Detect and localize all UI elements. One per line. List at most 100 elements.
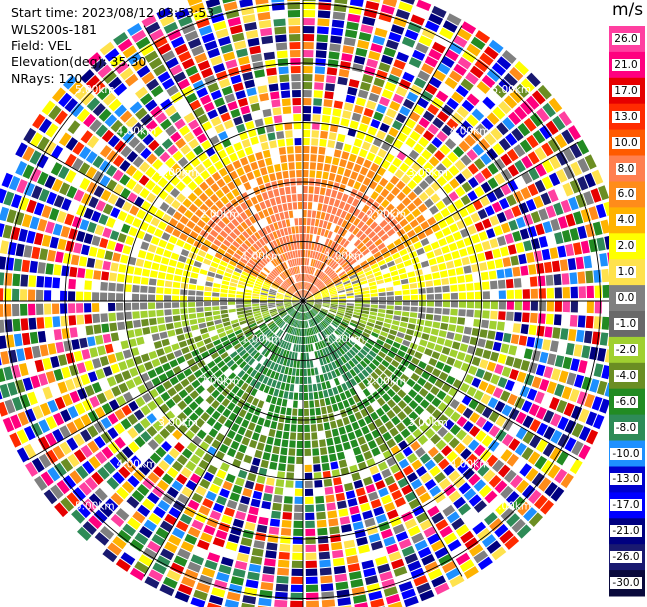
velocity-gate xyxy=(295,154,302,162)
velocity-gate xyxy=(455,85,469,98)
velocity-gate xyxy=(363,107,374,118)
velocity-gate xyxy=(554,301,562,312)
velocity-gate xyxy=(501,404,513,417)
velocity-gate xyxy=(529,419,541,433)
velocity-gate xyxy=(337,326,345,333)
velocity-gate xyxy=(300,304,303,312)
velocity-gate xyxy=(200,244,209,252)
velocity-gate xyxy=(199,192,209,202)
velocity-gate xyxy=(357,211,365,220)
velocity-gate xyxy=(482,310,490,319)
velocity-gate xyxy=(322,348,327,356)
velocity-gate xyxy=(100,281,108,291)
velocity-gate xyxy=(296,328,299,336)
velocity-gate xyxy=(142,327,151,335)
velocity-gate xyxy=(168,235,178,245)
velocity-gate xyxy=(333,100,344,109)
colorbar-tick-text: -10.0 xyxy=(610,447,642,460)
velocity-gate xyxy=(294,294,300,299)
velocity-gate xyxy=(353,331,361,337)
velocity-gate xyxy=(61,265,70,277)
velocity-gate xyxy=(263,267,270,274)
velocity-gate xyxy=(65,240,75,252)
velocity-gate xyxy=(76,314,85,325)
velocity-gate xyxy=(341,176,349,185)
velocity-gate xyxy=(400,428,411,439)
velocity-gate xyxy=(183,368,193,377)
velocity-gate xyxy=(205,490,217,502)
velocity-gate xyxy=(107,542,122,556)
velocity-gate xyxy=(514,61,529,76)
velocity-gate xyxy=(393,470,405,481)
velocity-gate xyxy=(11,364,21,379)
velocity-gate xyxy=(455,186,466,197)
velocity-gate xyxy=(313,194,319,203)
velocity-gate xyxy=(141,318,149,327)
velocity-gate xyxy=(249,336,257,344)
velocity-gate xyxy=(318,253,324,261)
velocity-gate xyxy=(173,349,183,358)
velocity-gate xyxy=(383,322,391,329)
velocity-gate xyxy=(521,447,534,461)
velocity-gate xyxy=(424,428,436,439)
velocity-gate xyxy=(295,162,302,170)
velocity-gate xyxy=(325,337,331,345)
velocity-gate xyxy=(114,104,127,118)
velocity-gate xyxy=(313,98,323,106)
velocity-gate xyxy=(385,543,399,555)
velocity-gate xyxy=(119,89,133,102)
velocity-gate xyxy=(257,85,268,94)
velocity-gate xyxy=(318,312,325,318)
velocity-gate xyxy=(273,363,279,371)
velocity-gate xyxy=(271,335,278,343)
velocity-gate xyxy=(329,288,337,293)
velocity-gate xyxy=(294,488,303,496)
velocity-gate xyxy=(485,340,494,350)
velocity-gate xyxy=(196,87,209,98)
velocity-gate xyxy=(149,270,158,278)
velocity-gate xyxy=(446,97,459,110)
velocity-gate xyxy=(490,310,498,320)
velocity-gate xyxy=(355,230,364,238)
velocity-gate xyxy=(316,42,328,51)
velocity-gate xyxy=(414,405,425,415)
velocity-gate xyxy=(298,408,303,416)
velocity-gate xyxy=(368,315,377,320)
velocity-gate xyxy=(391,489,403,501)
velocity-gate xyxy=(381,89,394,100)
velocity-gate xyxy=(401,588,416,600)
velocity-gate xyxy=(26,361,37,375)
velocity-gate xyxy=(556,399,568,414)
velocity-gate xyxy=(489,320,497,330)
velocity-gate xyxy=(319,272,325,280)
velocity-gate xyxy=(438,498,451,511)
velocity-gate xyxy=(65,352,75,364)
velocity-gate xyxy=(569,459,583,475)
velocity-gate xyxy=(288,334,292,342)
velocity-gate xyxy=(237,503,249,513)
velocity-gate xyxy=(253,352,261,360)
velocity-gate xyxy=(403,596,419,607)
velocity-gate xyxy=(362,290,370,295)
velocity-gate xyxy=(291,186,297,194)
velocity-gate xyxy=(285,305,292,309)
velocity-gate xyxy=(487,330,496,340)
velocity-gate xyxy=(306,294,312,299)
velocity-gate xyxy=(419,589,435,602)
velocity-gate xyxy=(157,177,168,188)
velocity-gate xyxy=(180,283,189,289)
velocity-gate xyxy=(287,343,292,351)
velocity-gate xyxy=(201,32,215,44)
velocity-gate xyxy=(183,395,193,405)
velocity-gate xyxy=(522,415,534,429)
velocity-gate xyxy=(116,125,129,138)
velocity-gate xyxy=(383,224,392,233)
colorbar-tick-label: 0.0 xyxy=(608,292,644,305)
velocity-gate xyxy=(362,345,371,353)
velocity-gate xyxy=(102,92,117,106)
velocity-gate xyxy=(346,327,355,333)
velocity-gate xyxy=(453,35,468,48)
velocity-gate xyxy=(284,303,292,306)
velocity-gate xyxy=(355,253,364,261)
velocity-gate xyxy=(125,235,135,246)
